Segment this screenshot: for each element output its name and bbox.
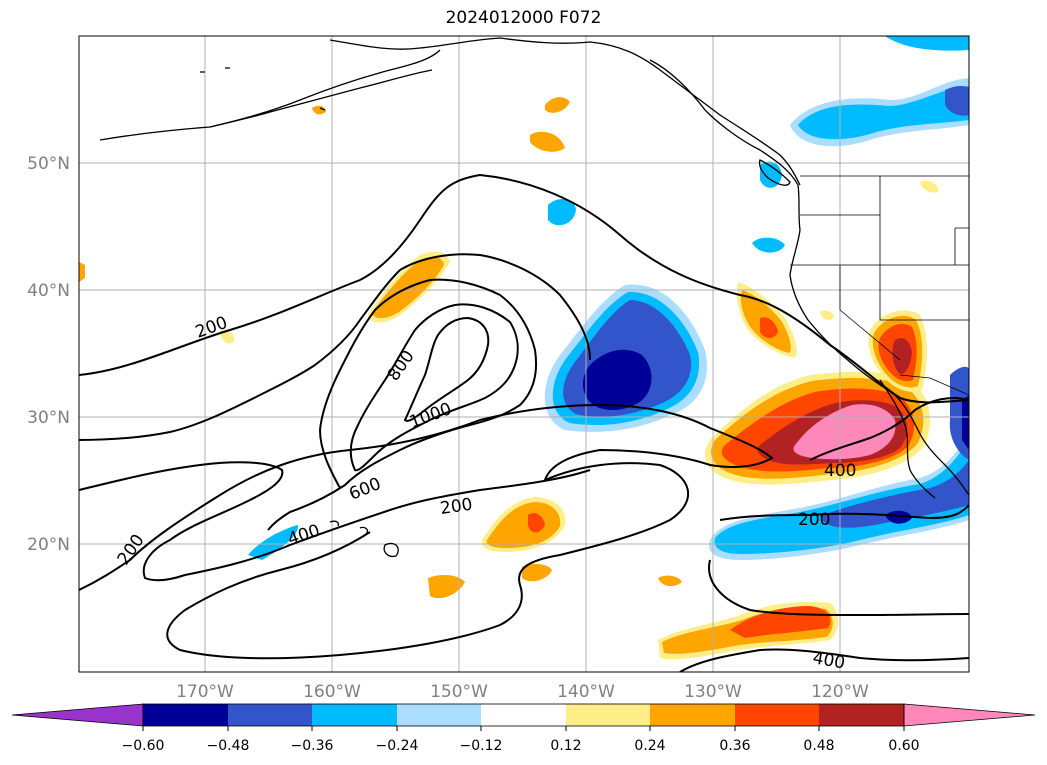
colorbar-label-5: 0.12 (550, 738, 581, 754)
warm-cell-north-2 (530, 131, 565, 152)
bc-coast (649, 59, 919, 431)
lat-label-20n: 20°N (27, 535, 70, 555)
warm-cell-ca (820, 310, 834, 320)
warm-cell-north-4 (920, 180, 939, 193)
colorbar-label-8: 0.48 (803, 738, 834, 754)
colorbar-label-7: 0.36 (719, 738, 750, 754)
colorbar-outline (142, 703, 905, 727)
height-contours (79, 173, 969, 672)
contour-200-north (79, 173, 969, 404)
lon-label-150w: 150°W (430, 682, 488, 702)
contour-400-se (809, 397, 969, 461)
orange-small-1 (522, 563, 552, 582)
navy-right-edge (962, 395, 969, 450)
blue-small-bc (760, 161, 782, 188)
colorbar-extend-left (11, 703, 144, 727)
state-borders (790, 176, 969, 361)
lat-label-40n: 40°N (27, 281, 70, 301)
contour-label-400-east: 400 (824, 461, 856, 481)
longitude-axis: 170°W 160°W 150°W 140°W 130°W 120°W (176, 682, 869, 702)
colorbar-bin-9 (819, 704, 904, 726)
colorbar-bin-2 (228, 704, 312, 726)
contour-label-200-east: 200 (798, 510, 830, 530)
blue-dark-north (945, 85, 969, 116)
political-borders (790, 175, 969, 396)
red-ncal (760, 317, 778, 338)
warm-cell-north-3 (312, 105, 326, 115)
contour-200-se (708, 559, 969, 617)
lon-label-120w: 120°W (811, 682, 869, 702)
contour-600 (267, 278, 538, 531)
warm-cell-west-2 (220, 329, 235, 344)
blue-dark-band-south (820, 460, 969, 528)
contour-200-se-band (719, 504, 969, 521)
lat-label-50n: 50°N (27, 154, 70, 174)
red-hawaii-ne (528, 513, 545, 533)
lon-label-130w: 130°W (684, 682, 742, 702)
map-title: 2024012000 F072 (445, 8, 602, 28)
us-mexico-border (899, 374, 969, 396)
contour-label-200-central: 200 (439, 495, 474, 519)
mexico-coast (917, 429, 969, 496)
orange-small-2 (428, 574, 465, 599)
map-frame (78, 35, 970, 673)
contour-1000 (403, 316, 490, 422)
warm-cell-west-edge (79, 262, 85, 282)
colorbar-bin-7 (650, 704, 735, 726)
map-gridlines (79, 36, 969, 672)
alaska-mainland (329, 37, 801, 186)
colorbar-label-6: 0.24 (634, 738, 665, 754)
colorbar-bin-6 (566, 704, 650, 726)
colorbar-bin-8 (735, 704, 819, 726)
lon-label-170w: 170°W (176, 682, 234, 702)
navy-core-central (582, 349, 652, 411)
blue-band-south (714, 440, 969, 554)
lon-label-160w: 160°W (303, 682, 361, 702)
colorbar: −0.60 −0.48 −0.36 −0.24 −0.12 0.12 0.24 … (11, 703, 1036, 754)
blue-top-edge (885, 36, 969, 51)
darkred-socal (892, 338, 912, 375)
colorbar-label-0: −0.60 (122, 738, 165, 754)
vancouver-island (758, 159, 791, 186)
colorbar-label-3: −0.24 (376, 738, 419, 754)
coastlines (99, 37, 969, 558)
contour-800 (349, 303, 519, 472)
colorbar-extend-right (903, 703, 1036, 727)
colorbar-ticks (142, 726, 905, 731)
aleutian-dots (200, 67, 326, 111)
contour-400-west (79, 253, 591, 441)
blue-band-north (798, 86, 969, 140)
alaska-peninsula-coast (99, 49, 441, 141)
colorbar-bin-3 (312, 704, 397, 726)
orange-hawaii-ne (486, 502, 561, 548)
contour-400-bottom (679, 648, 969, 672)
colorbar-label-4: −0.12 (460, 738, 503, 754)
blue-small-offshore (548, 198, 576, 226)
colorbar-label-1: −0.48 (207, 738, 250, 754)
pink-core-se (793, 404, 896, 460)
blue-small-oregon (752, 237, 785, 253)
alaska-south-coast (209, 69, 433, 128)
colorbar-bin-5 (481, 704, 566, 726)
latitude-axis: 50°N 40°N 30°N 20°N (27, 154, 70, 555)
colorbar-label-9: 0.60 (888, 738, 919, 754)
navy-small-south (885, 510, 912, 524)
blue-small-hawaii (248, 525, 299, 560)
contour-400-south (79, 461, 591, 582)
colorbar-bin-1 (143, 704, 228, 726)
lat-label-30n: 30°N (27, 408, 70, 428)
colorbar-label-2: −0.36 (291, 738, 334, 754)
orange-small-3 (658, 575, 682, 587)
vertical-velocity-shading (79, 36, 969, 660)
contour-label-400-south: 400 (811, 648, 846, 673)
warm-cell-north-1 (545, 97, 570, 113)
baja-coast (879, 379, 936, 499)
colorbar-bin-4 (397, 704, 481, 726)
lon-label-140w: 140°W (557, 682, 615, 702)
